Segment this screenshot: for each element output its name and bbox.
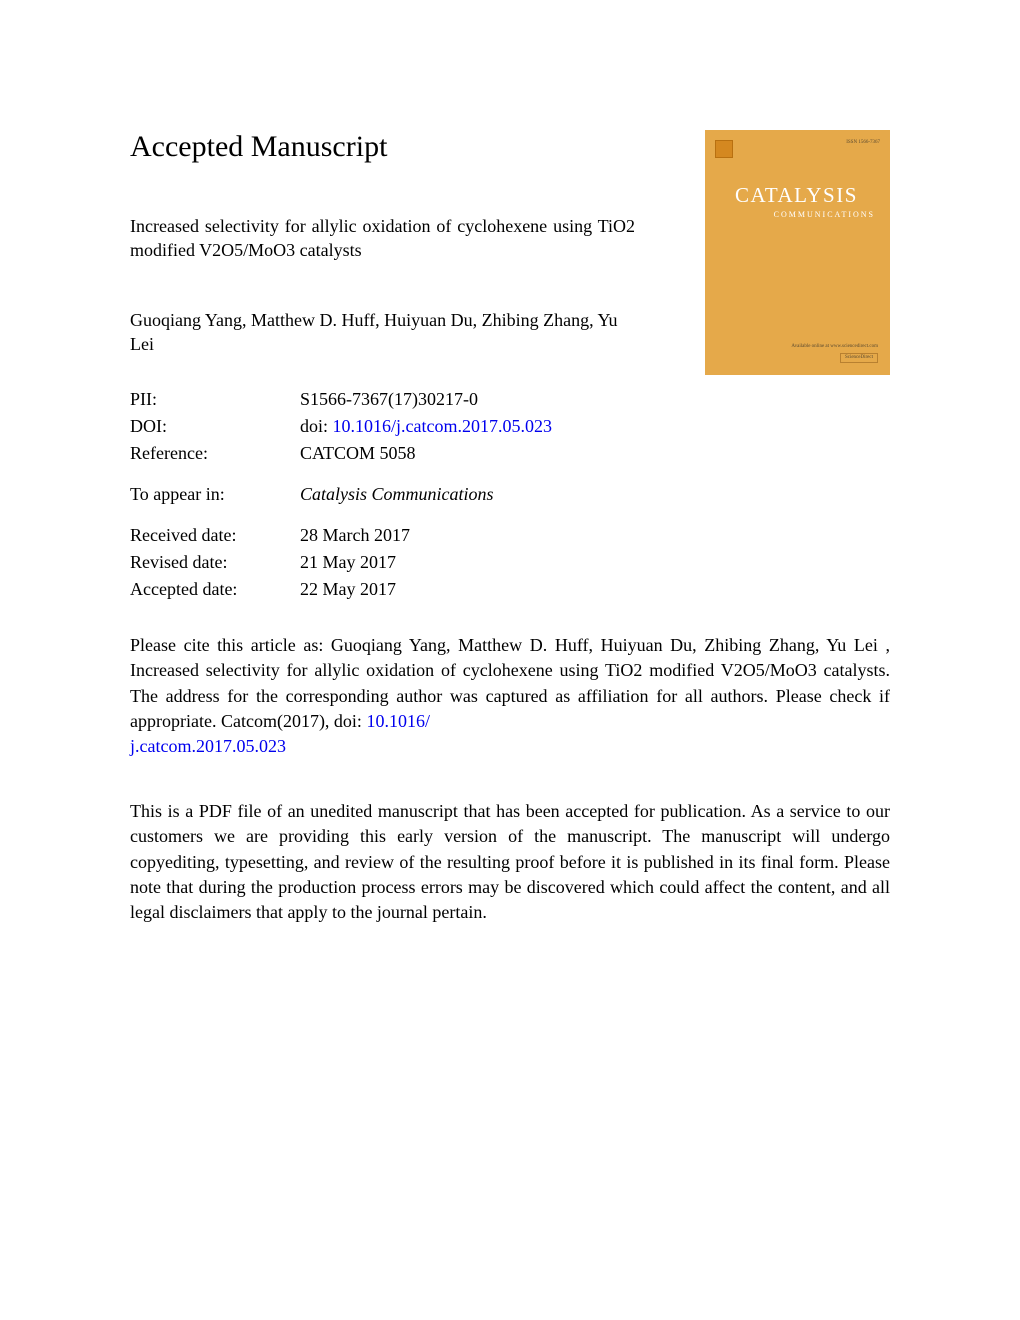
journal-cover-thumbnail: ISSN 1566-7367 CATALYSIS COMMUNICATIONS … (705, 130, 890, 375)
cover-footer-box: ScienceDirect (840, 353, 878, 364)
pii-label: PII: (130, 386, 300, 413)
cover-subtitle: COMMUNICATIONS (720, 210, 875, 219)
revised-value: 21 May 2017 (300, 549, 890, 576)
doi-value: doi: 10.1016/j.catcom.2017.05.023 (300, 413, 890, 440)
metadata-row-pii: PII: S1566-7367(17)30217-0 (130, 386, 890, 413)
article-title: Increased selectivity for allylic oxidat… (130, 214, 635, 263)
citation-text: Please cite this article as: Guoqiang Ya… (130, 635, 890, 731)
doi-prefix: doi: (300, 416, 333, 436)
metadata-row-revised: Revised date: 21 May 2017 (130, 549, 890, 576)
authors-list: Guoqiang Yang, Matthew D. Huff, Huiyuan … (130, 308, 635, 357)
reference-label: Reference: (130, 440, 300, 467)
metadata-row-reference: Reference: CATCOM 5058 (130, 440, 890, 467)
citation-doi-link-part1[interactable]: 10.1016/ (366, 711, 430, 731)
cover-issn: ISSN 1566-7367 (846, 140, 880, 145)
revised-label: Revised date: (130, 549, 300, 576)
citation-paragraph: Please cite this article as: Guoqiang Ya… (130, 633, 890, 759)
metadata-row-accepted: Accepted date: 22 May 2017 (130, 576, 890, 603)
doi-link[interactable]: 10.1016/j.catcom.2017.05.023 (333, 416, 552, 436)
cover-footer-text: Available online at www.sciencedirect.co… (791, 344, 878, 351)
accepted-value: 22 May 2017 (300, 576, 890, 603)
received-label: Received date: (130, 522, 300, 549)
citation-doi-link-part2[interactable]: j.catcom.2017.05.023 (130, 736, 286, 756)
cover-top-row: ISSN 1566-7367 (715, 140, 880, 158)
doi-label: DOI: (130, 413, 300, 440)
header-section: Accepted Manuscript Increased selectivit… (130, 130, 890, 356)
accepted-label: Accepted date: (130, 576, 300, 603)
cover-footer: Available online at www.sciencedirect.co… (791, 344, 878, 363)
received-value: 28 March 2017 (300, 522, 890, 549)
appear-value: Catalysis Communications (300, 481, 890, 508)
pii-value: S1566-7367(17)30217-0 (300, 386, 890, 413)
cover-title-area: CATALYSIS COMMUNICATIONS (715, 183, 880, 219)
metadata-row-doi: DOI: doi: 10.1016/j.catcom.2017.05.023 (130, 413, 890, 440)
metadata-spacer (130, 508, 890, 522)
metadata-table: PII: S1566-7367(17)30217-0 DOI: doi: 10.… (130, 386, 890, 603)
metadata-spacer (130, 467, 890, 481)
appear-label: To appear in: (130, 481, 300, 508)
publisher-logo-icon (715, 140, 733, 158)
cover-journal-name: CATALYSIS (735, 183, 880, 208)
reference-value: CATCOM 5058 (300, 440, 890, 467)
metadata-row-received: Received date: 28 March 2017 (130, 522, 890, 549)
metadata-row-appear: To appear in: Catalysis Communications (130, 481, 890, 508)
disclaimer-paragraph: This is a PDF file of an unedited manusc… (130, 799, 890, 925)
